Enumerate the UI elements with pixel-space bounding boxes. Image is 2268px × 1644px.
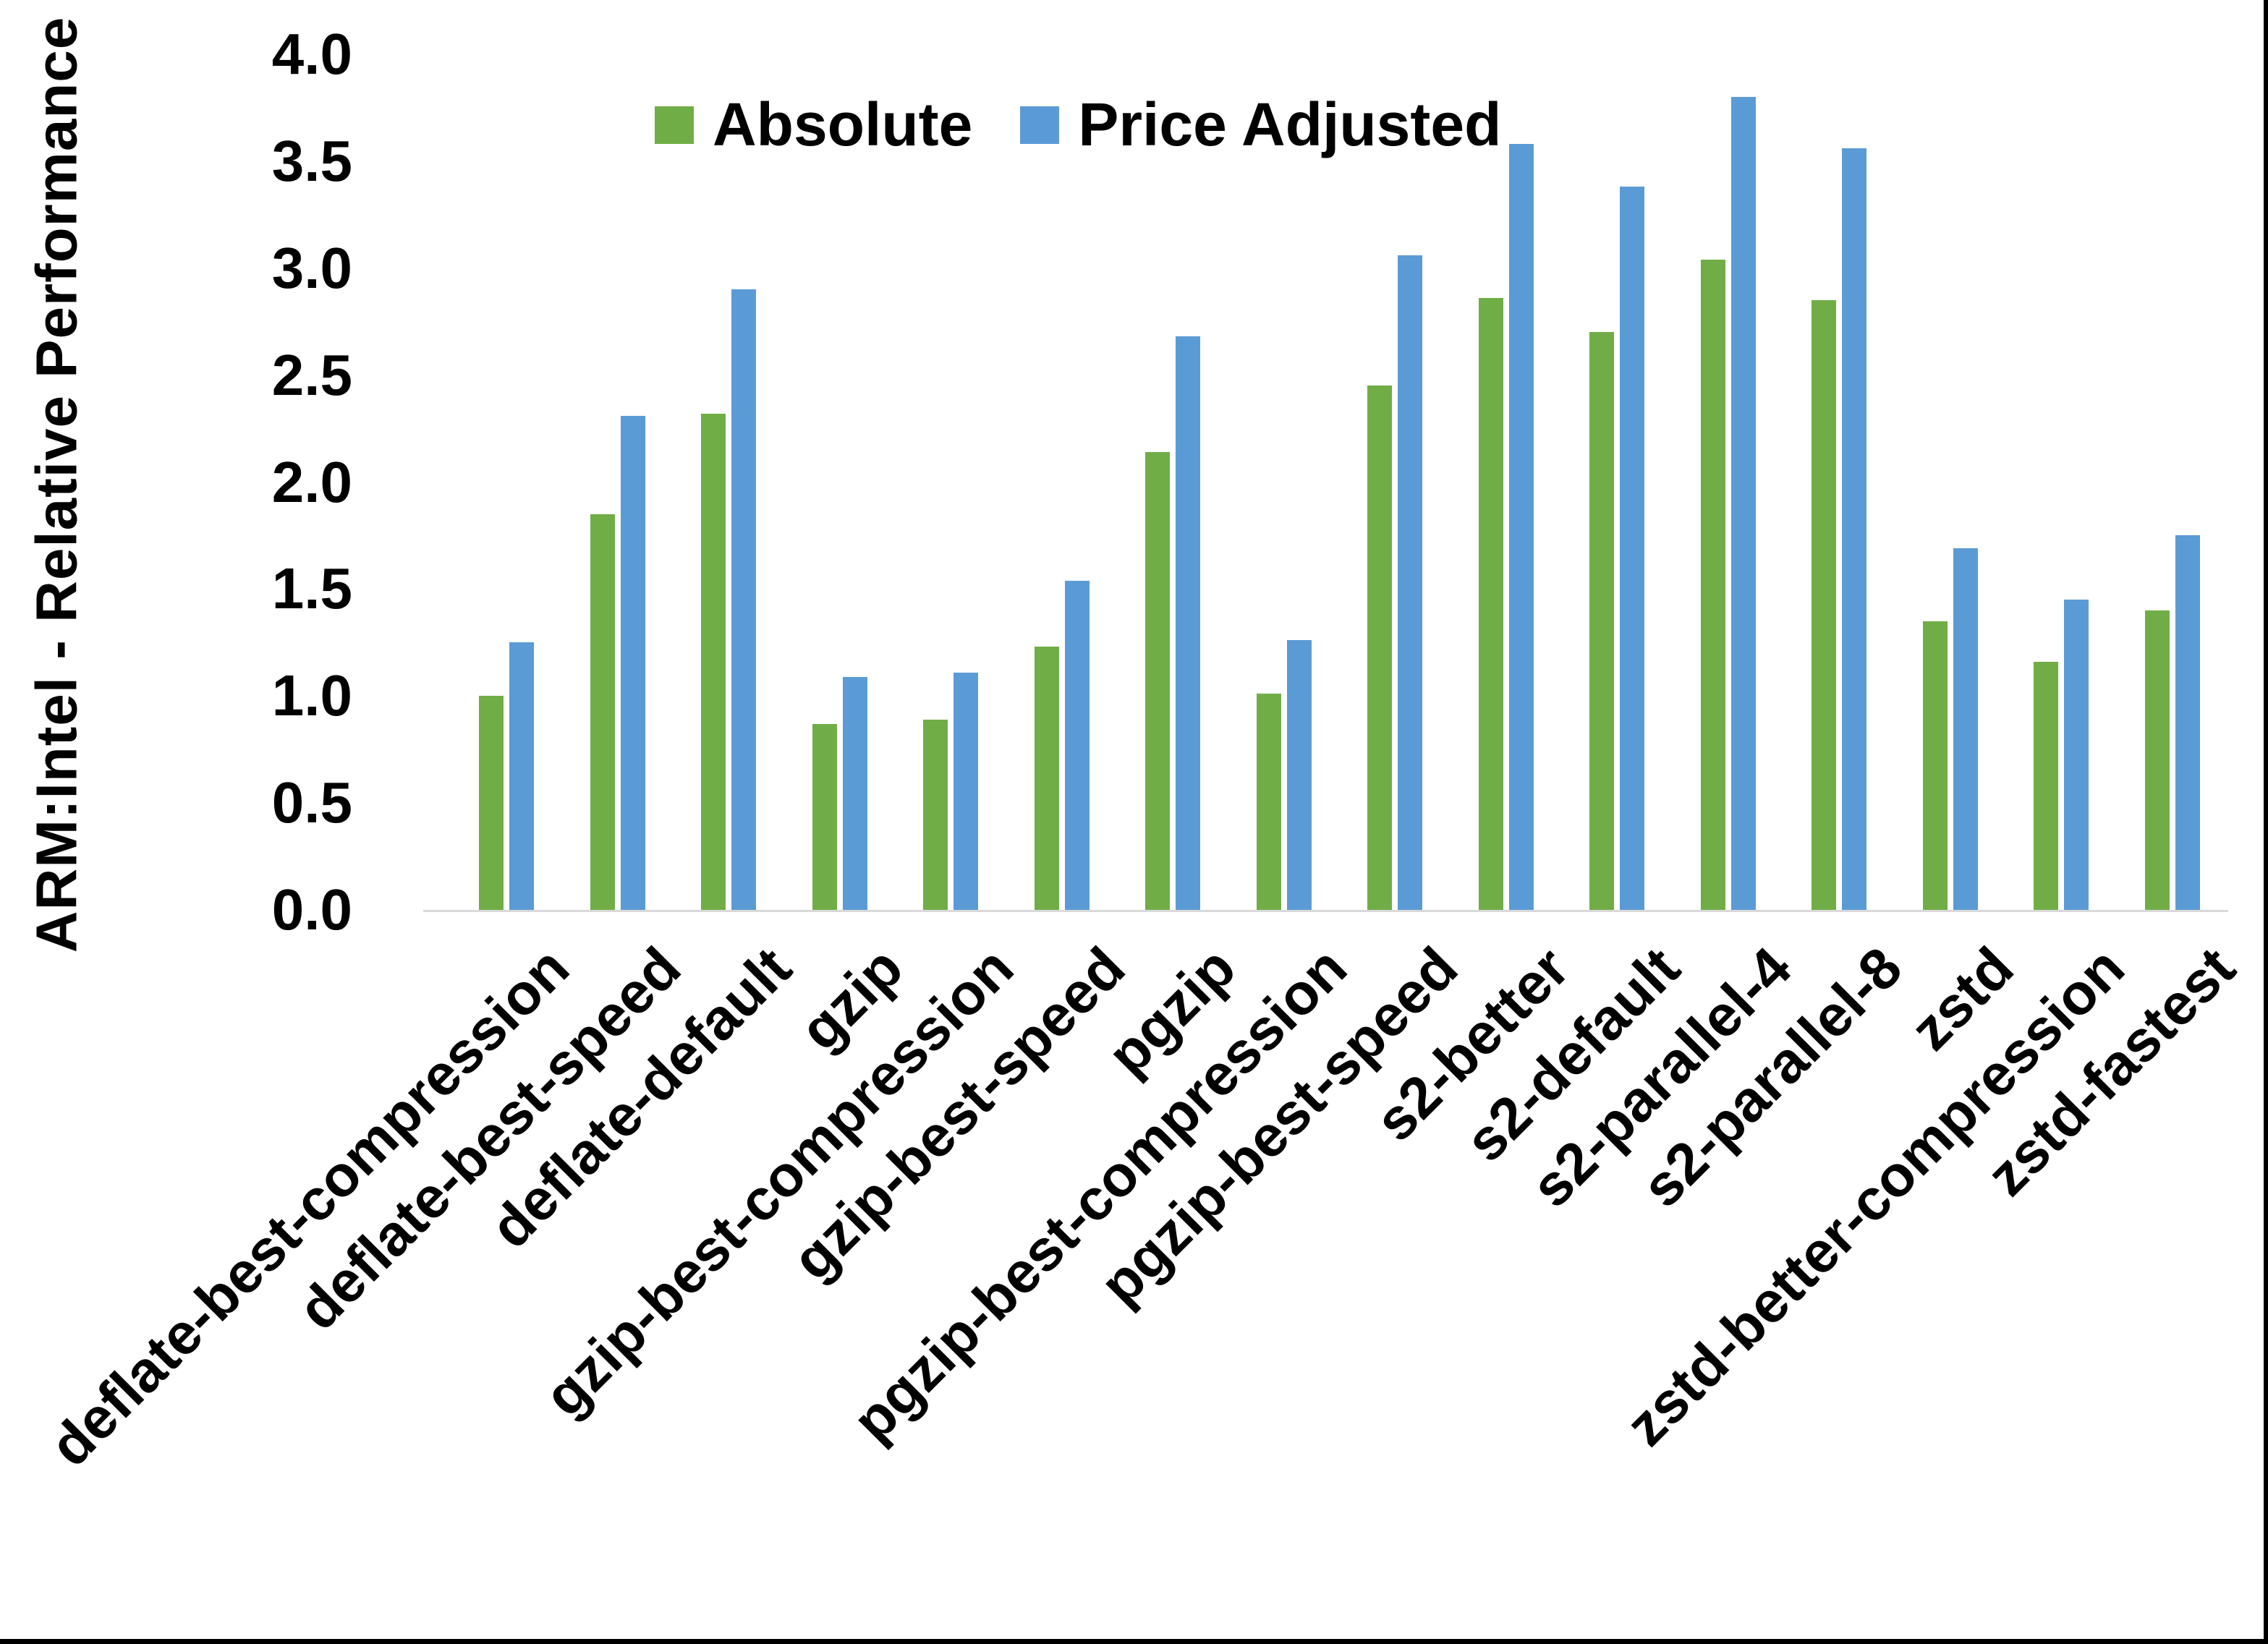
bar-price-adjusted-zstd-fastest [2175, 535, 2200, 910]
bar-price-adjusted-deflate-best-speed [620, 415, 645, 910]
bar-absolute-zstd-better-compression [2034, 661, 2059, 910]
bar-absolute-pgzip [1145, 452, 1171, 910]
y-axis-tick-label: 2.5 [271, 342, 352, 407]
bar-price-adjusted-zstd [1953, 548, 1978, 910]
legend-item-price-adjusted: Price Adjusted [1020, 90, 1501, 160]
y-axis-tick-label: 4.0 [271, 22, 352, 86]
bar-absolute-deflate-best-speed [590, 514, 615, 910]
bar-absolute-zstd-fastest [2144, 610, 2170, 910]
bar-price-adjusted-s2-better [1508, 144, 1534, 910]
legend-swatch-absolute-icon [655, 106, 694, 144]
bar-absolute-s2-default [1589, 332, 1615, 910]
y-axis-tick-label: 1.0 [271, 663, 352, 728]
bar-price-adjusted-pgzip-best-compression [1286, 640, 1312, 910]
bar-price-adjusted-s2-default [1620, 187, 1645, 910]
frame-bottom-border [0, 1639, 2268, 1644]
bar-absolute-gzip-best-compression [923, 719, 948, 910]
bar-absolute-deflate-default [701, 413, 726, 910]
y-axis-tick-label: 0.5 [271, 770, 352, 835]
bar-price-adjusted-gzip [842, 676, 867, 910]
bar-price-adjusted-deflate-default [731, 289, 757, 910]
bar-absolute-gzip [812, 723, 837, 910]
bar-absolute-gzip-best-speed [1034, 647, 1059, 910]
y-axis-tick-label: 3.5 [271, 128, 352, 193]
bar-price-adjusted-s2-parallel-4 [1730, 97, 1756, 910]
legend-label-absolute: Absolute [713, 90, 973, 158]
legend-label-price-adjusted: Price Adjusted [1078, 90, 1502, 158]
bar-price-adjusted-gzip-best-speed [1064, 580, 1090, 910]
bar-price-adjusted-s2-parallel-8 [1842, 148, 1867, 910]
bar-price-adjusted-pgzip-best-speed [1398, 255, 1423, 910]
legend-item-absolute: Absolute [655, 90, 972, 160]
bar-price-adjusted-zstd-better-compression [2064, 600, 2089, 910]
bar-price-adjusted-pgzip [1176, 336, 1201, 910]
y-axis-tick-label: 1.5 [271, 556, 352, 621]
bar-absolute-pgzip-best-compression [1256, 694, 1281, 910]
x-axis-line [423, 910, 2228, 912]
frame-right-border [2264, 0, 2268, 1644]
bar-price-adjusted-gzip-best-compression [954, 672, 979, 910]
y-axis-tick-label: 2.0 [271, 449, 352, 514]
bar-absolute-s2-better [1478, 298, 1503, 910]
y-axis-tick-label: 0.0 [271, 877, 352, 942]
legend: Absolute Price Adjusted [655, 90, 1501, 160]
y-axis-tick-label: 3.0 [271, 235, 352, 300]
bar-absolute-s2-parallel-4 [1700, 259, 1725, 910]
bar-absolute-zstd [1922, 621, 1948, 910]
legend-swatch-price-adjusted-icon [1020, 106, 1060, 144]
bar-absolute-s2-parallel-8 [1812, 300, 1837, 910]
bar-absolute-deflate-best-compression [479, 696, 504, 910]
bar-price-adjusted-deflate-best-compression [509, 642, 534, 910]
bar-absolute-pgzip-best-speed [1367, 386, 1393, 910]
